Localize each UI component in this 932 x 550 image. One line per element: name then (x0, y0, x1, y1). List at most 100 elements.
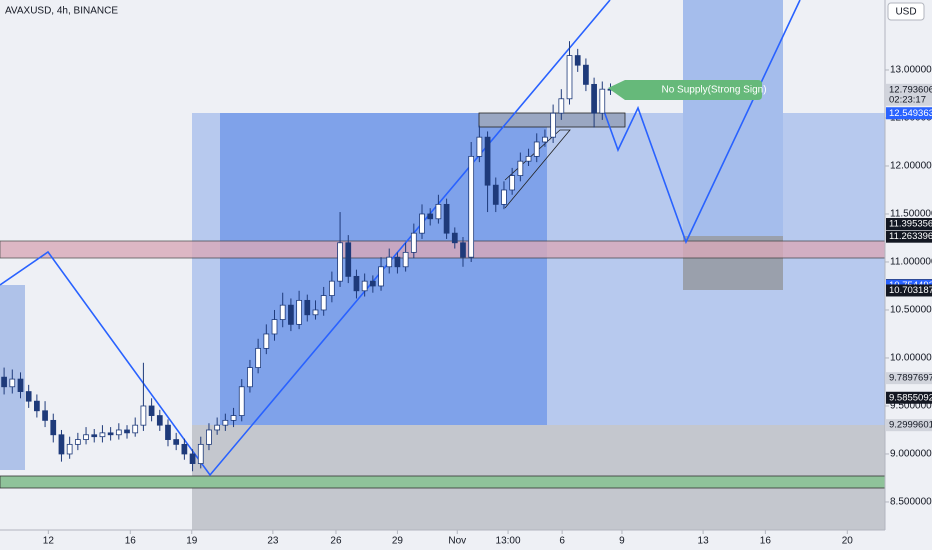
price-tag (886, 391, 932, 404)
candle-body (288, 304, 294, 325)
candle-body (42, 410, 48, 421)
y-tick-label: 11.0000000 (890, 257, 932, 268)
price-tag-label: 12.5493630 (889, 108, 932, 119)
candle-body (566, 55, 573, 100)
candle-body (402, 251, 409, 268)
candle-body (591, 83, 597, 114)
x-tick-label: 19 (186, 536, 198, 547)
candle-body (279, 304, 286, 320)
candle-body (206, 429, 212, 445)
candle-body (517, 160, 524, 176)
x-tick-label: 12 (43, 536, 55, 547)
candle-body (583, 64, 589, 85)
resistance-zone (0, 240, 886, 259)
price-tag (886, 419, 932, 432)
x-tick-label: 29 (392, 536, 404, 547)
candle-body (296, 299, 302, 325)
trend-line (0, 0, 611, 477)
candle-body (574, 55, 581, 66)
candle-body (214, 424, 221, 431)
x-tick-label: 13:00 (496, 536, 521, 547)
y-tick-label: 8.5000000 (890, 497, 932, 508)
price-tag-label: 12.7936062 (889, 84, 932, 95)
candle-body (320, 295, 327, 311)
candle-body (132, 424, 139, 434)
candle-body (386, 256, 393, 268)
candle-body (312, 309, 319, 316)
y-tick-label: 10.0000000 (890, 353, 932, 364)
price-tag (886, 218, 932, 231)
candle-body (435, 203, 442, 220)
candle-body (25, 391, 32, 402)
y-tick-label: 10.5000000 (890, 305, 932, 316)
x-tick-label: 6 (559, 536, 565, 547)
candle-body (468, 155, 475, 258)
currency[interactable]: USD (895, 7, 916, 18)
candle-body (255, 347, 261, 368)
candle-body (230, 415, 237, 421)
candle-body (476, 136, 483, 157)
x-tick-label: 13 (698, 536, 710, 547)
candle-body (271, 319, 278, 335)
candle-body (451, 232, 458, 244)
candles (1, 41, 614, 472)
y-tick-label: 13.0000000 (890, 65, 932, 76)
candle-body (263, 333, 270, 349)
candle-body (17, 378, 24, 392)
candle-body (50, 419, 57, 436)
y-tick-label: 12.0000000 (890, 161, 932, 172)
candle-body (304, 299, 311, 316)
zone (683, 0, 783, 236)
symbol-title: AVAXUSD, 4h, BINANCE (5, 6, 118, 17)
candle-body (369, 280, 376, 287)
price-tag-label: 9.2999601 (889, 420, 932, 431)
x-tick-label: 20 (842, 536, 854, 547)
candle-body (542, 136, 548, 143)
candle-body (124, 429, 130, 434)
candle-body (550, 112, 556, 138)
candle-body (66, 443, 73, 455)
candle-body (353, 275, 360, 292)
price-tag (886, 284, 932, 297)
candle-body (173, 439, 180, 445)
price-tag-label: 10.7031871 (889, 285, 932, 296)
y-tick-label: 11.5000000 (890, 209, 932, 220)
candle-body (247, 367, 253, 388)
x-tick-label: 26 (330, 536, 342, 547)
projection-line (599, 0, 801, 245)
candle-body (460, 242, 466, 258)
candle-body (9, 378, 16, 388)
price-tag-label: 11.3953567 (889, 219, 932, 230)
candle-body (443, 203, 450, 234)
candle-body (501, 189, 507, 205)
callout (608, 80, 762, 100)
candle-body (599, 88, 606, 114)
candle-body (222, 419, 229, 426)
candle-body (156, 415, 163, 426)
currency-box[interactable] (887, 2, 925, 21)
x-tick-label: 9 (619, 536, 625, 547)
y-tick-label: 9.5000000 (890, 401, 932, 412)
price-tag-label: 11.2633965 (889, 231, 932, 242)
candle-body (115, 429, 122, 436)
candle-body (58, 434, 65, 455)
candle-body (181, 443, 188, 455)
x-tick-label: Nov (448, 536, 466, 547)
candle-body (410, 232, 417, 253)
candle-body (189, 453, 196, 464)
candle-body (427, 213, 434, 220)
candle-body (337, 242, 343, 282)
candle-body (1, 376, 7, 388)
wedge (504, 129, 571, 209)
y-tick-label: 9.0000000 (890, 449, 932, 460)
candle-body (34, 400, 40, 412)
price-tag (886, 107, 932, 120)
candle-body (107, 432, 114, 436)
countdown: 02:23:17 (889, 94, 926, 105)
x-tick-label: 16 (125, 536, 137, 547)
price-tag (886, 83, 932, 106)
candle-body (533, 141, 540, 157)
annotation: No Supply(Strong Sign) (661, 85, 766, 96)
candle-body (148, 405, 155, 416)
